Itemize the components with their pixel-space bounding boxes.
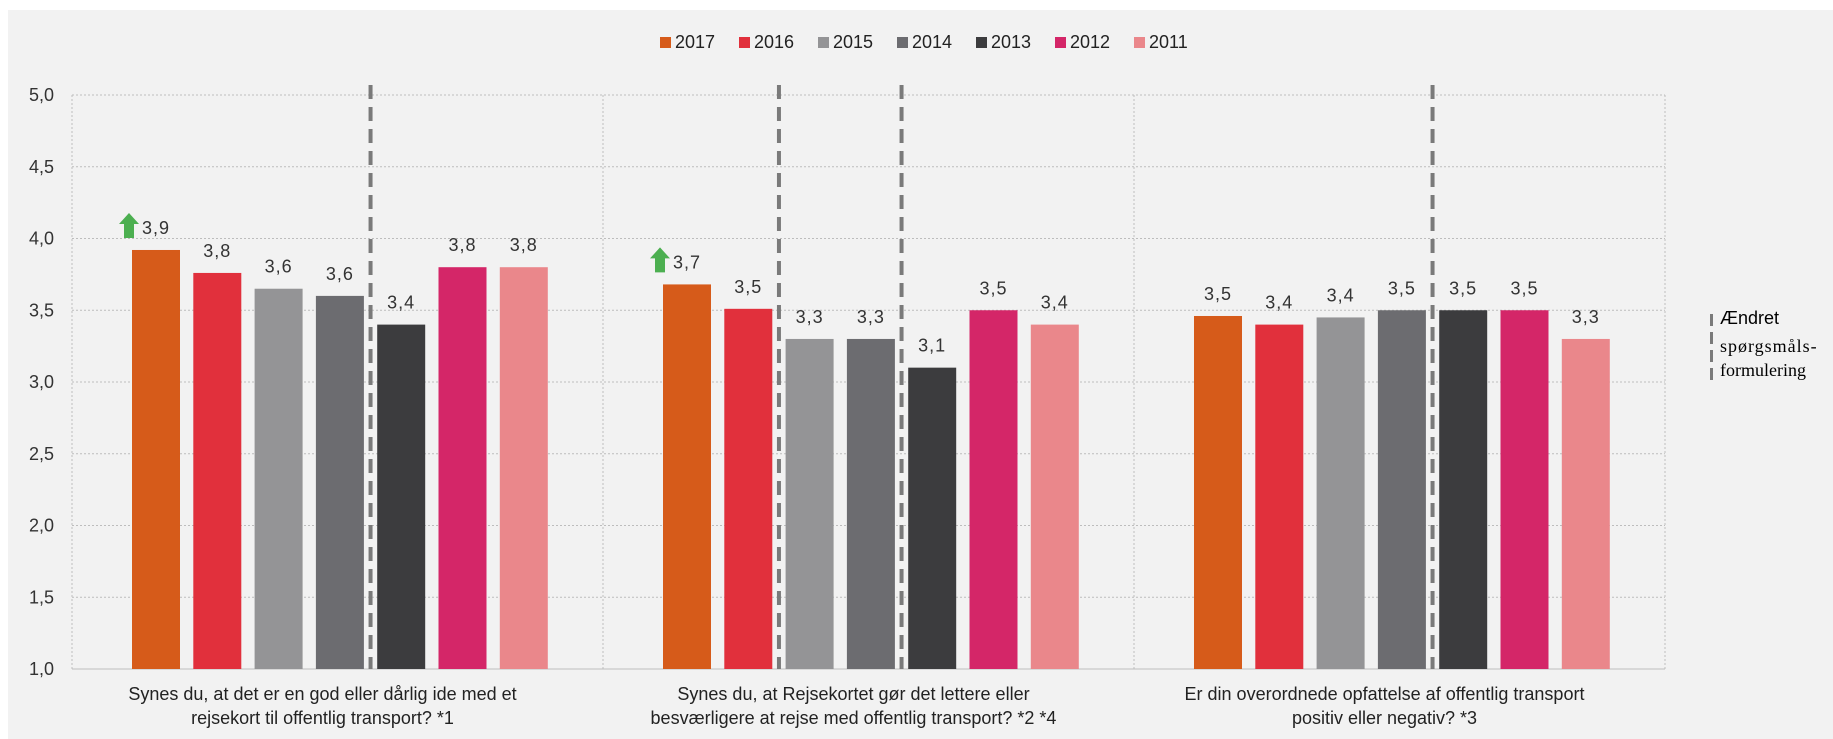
legend-swatch-2016	[739, 37, 750, 48]
bar-2017	[1194, 315, 1242, 669]
legend-label: 2015	[833, 32, 873, 52]
data-label: 3,3	[857, 307, 885, 327]
legend-label: 2014	[912, 32, 952, 52]
legend-label: 2011	[1149, 32, 1188, 52]
data-label: 3,9	[142, 218, 170, 238]
bar-2015	[254, 288, 303, 669]
data-label: 3,7	[673, 252, 701, 272]
data-label: 3,5	[1449, 278, 1477, 298]
bar-2016	[193, 272, 242, 669]
legend-label: 2016	[754, 32, 794, 52]
y-tick-label: 4,5	[29, 157, 54, 177]
bar-2012	[1500, 310, 1549, 669]
bar-2011	[1561, 338, 1610, 669]
data-label: 3,5	[1510, 278, 1538, 298]
category-label: Synes du, at det er en god eller dårlig …	[128, 684, 516, 704]
bar-2011	[499, 267, 548, 669]
dashed-marker-icon	[1710, 314, 1713, 384]
legend-swatch-2014	[897, 37, 908, 48]
y-tick-label: 1,5	[29, 587, 54, 607]
y-tick-label: 5,0	[29, 85, 54, 105]
y-tick-label: 3,0	[29, 372, 54, 392]
category-label: Er din overordnede opfattelse af offentl…	[1185, 684, 1585, 704]
data-label: 3,5	[1204, 284, 1232, 304]
note-line-1: Ændret	[1720, 308, 1780, 328]
up-arrow-icon	[650, 247, 670, 273]
data-label: 3,5	[1388, 278, 1416, 298]
data-label: 3,3	[1572, 307, 1600, 327]
legend-swatch-2015	[818, 37, 829, 48]
data-label: 3,1	[918, 336, 946, 356]
category-label: positiv eller negativ? *3	[1292, 708, 1477, 728]
note-line-2: spørgsmåls-	[1720, 336, 1818, 356]
y-tick-label: 2,0	[29, 516, 54, 536]
data-label: 3,8	[203, 241, 231, 261]
data-label: 3,6	[326, 264, 354, 284]
bar-2016	[724, 308, 773, 669]
y-tick-label: 2,5	[29, 444, 54, 464]
legend-swatch-2012	[1055, 37, 1066, 48]
category-label: besværligere at rejse med offentlig tran…	[651, 708, 1057, 728]
bar-2017	[663, 284, 711, 669]
bar-2013	[1439, 310, 1488, 669]
data-label: 3,4	[1265, 293, 1293, 313]
bar-2017	[132, 249, 180, 670]
bar-2013	[377, 324, 426, 669]
data-label: 3,4	[1327, 285, 1355, 305]
data-label: 3,8	[510, 235, 538, 255]
note-line-3: formulering	[1720, 360, 1806, 380]
bar-2013	[908, 367, 957, 669]
bar-2015	[1316, 317, 1365, 669]
legend-swatch-2011	[1134, 37, 1145, 48]
bar-2016	[1255, 324, 1304, 669]
question-change-note: Ændret spørgsmåls- formulering	[1700, 308, 1830, 388]
data-label: 3,3	[796, 307, 824, 327]
bar-2015	[785, 338, 834, 669]
data-label: 3,4	[387, 293, 415, 313]
bar-2012	[969, 310, 1018, 669]
data-label: 3,5	[734, 277, 762, 297]
y-tick-label: 4,0	[29, 229, 54, 249]
legend-swatch-2013	[976, 37, 987, 48]
y-tick-label: 3,5	[29, 300, 54, 320]
bar-2011	[1030, 324, 1079, 669]
legend-label: 2012	[1070, 32, 1110, 52]
category-label: Synes du, at Rejsekortet gør det lettere…	[677, 684, 1029, 704]
bar-2012	[438, 267, 487, 669]
up-arrow-icon	[119, 212, 139, 238]
data-label: 3,6	[265, 257, 293, 277]
legend-label: 2013	[991, 32, 1031, 52]
data-label: 3,8	[448, 235, 476, 255]
bar-2014	[1377, 310, 1426, 669]
category-label: rejsekort til offentlig transport? *1	[191, 708, 454, 728]
legend-label: 2017	[675, 32, 715, 52]
legend-swatch-2017	[660, 37, 671, 48]
data-label: 3,5	[979, 278, 1007, 298]
y-tick-label: 1,0	[29, 659, 54, 679]
data-label: 3,4	[1041, 293, 1069, 313]
bar-2014	[846, 338, 895, 669]
bar-2014	[315, 295, 364, 669]
